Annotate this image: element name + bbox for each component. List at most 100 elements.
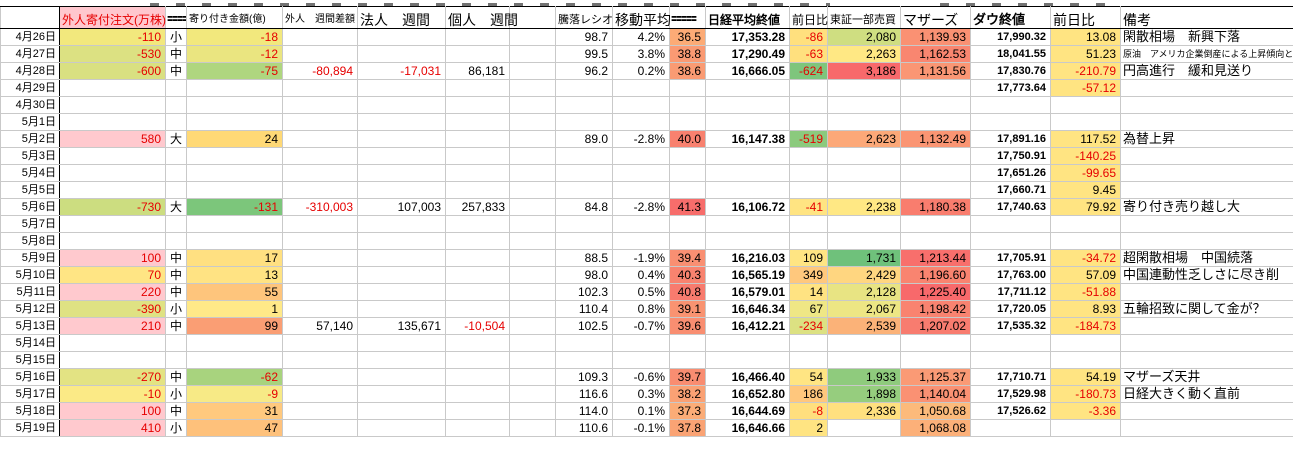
- ma-cell[interactable]: [612, 334, 670, 352]
- iw-cell[interactable]: [445, 283, 510, 301]
- cw-cell[interactable]: [357, 164, 446, 182]
- cw-cell[interactable]: [357, 113, 446, 131]
- rm-cell[interactable]: [1120, 147, 1293, 165]
- dc-cell[interactable]: [1050, 96, 1121, 114]
- sp-cell[interactable]: [509, 96, 556, 114]
- ts-cell[interactable]: 1,933: [827, 368, 901, 386]
- rm-cell[interactable]: 超閑散相場 中国続落: [1120, 249, 1293, 267]
- date-cell[interactable]: 4月27日: [0, 45, 60, 63]
- rs-cell[interactable]: 39.4: [669, 249, 706, 267]
- rs-cell[interactable]: 38.8: [669, 45, 706, 63]
- dw-cell[interactable]: [970, 113, 1051, 131]
- mo-cell[interactable]: 1,196.60: [900, 266, 971, 284]
- nk-cell[interactable]: 16,646.34: [705, 300, 790, 318]
- sp-cell[interactable]: [509, 181, 556, 199]
- dw-cell[interactable]: 17,526.62: [970, 402, 1051, 420]
- sp-cell[interactable]: [509, 300, 556, 318]
- sz-cell[interactable]: 中: [165, 368, 187, 386]
- fw-cell[interactable]: [282, 249, 358, 267]
- dw-cell[interactable]: 17,720.05: [970, 300, 1051, 318]
- ma-cell[interactable]: [612, 181, 670, 199]
- mo-cell[interactable]: 1,180.38: [900, 198, 971, 216]
- fo-cell[interactable]: -530: [59, 45, 166, 63]
- nk-cell[interactable]: 16,106.72: [705, 198, 790, 216]
- ch-cell[interactable]: [789, 147, 828, 165]
- mo-cell[interactable]: [900, 147, 971, 165]
- ra-cell[interactable]: [555, 334, 613, 352]
- dw-cell[interactable]: 17,891.16: [970, 130, 1051, 148]
- ra-cell[interactable]: 84.8: [555, 198, 613, 216]
- rm-cell[interactable]: [1120, 419, 1293, 437]
- dc-cell[interactable]: 79.92: [1050, 198, 1121, 216]
- fw-cell[interactable]: [282, 351, 358, 369]
- rm-cell[interactable]: [1120, 181, 1293, 199]
- sp-cell[interactable]: [509, 368, 556, 386]
- mo-cell[interactable]: [900, 215, 971, 233]
- iw-cell[interactable]: [445, 334, 510, 352]
- fo-cell[interactable]: 210: [59, 317, 166, 335]
- dc-cell[interactable]: -210.79: [1050, 62, 1121, 80]
- sz-cell[interactable]: 中: [165, 45, 187, 63]
- ch-cell[interactable]: [789, 232, 828, 250]
- fw-cell[interactable]: [282, 283, 358, 301]
- ra-cell[interactable]: 88.5: [555, 249, 613, 267]
- rs-cell[interactable]: [669, 334, 706, 352]
- rm-cell[interactable]: [1120, 96, 1293, 114]
- oa-cell[interactable]: [186, 232, 283, 250]
- mo-cell[interactable]: 1,068.08: [900, 419, 971, 437]
- ma-cell[interactable]: 0.1%: [612, 402, 670, 420]
- ch-cell[interactable]: [789, 334, 828, 352]
- header-iw[interactable]: 個人 週間: [445, 6, 518, 29]
- ma-cell[interactable]: 0.3%: [612, 385, 670, 403]
- dw-cell[interactable]: [970, 215, 1051, 233]
- fo-cell[interactable]: -110: [59, 28, 166, 46]
- sp-cell[interactable]: [509, 266, 556, 284]
- oa-cell[interactable]: 31: [186, 402, 283, 420]
- sp-cell[interactable]: [509, 232, 556, 250]
- sz-cell[interactable]: [165, 215, 187, 233]
- ra-cell[interactable]: [555, 351, 613, 369]
- date-cell[interactable]: 5月9日: [0, 249, 60, 267]
- cw-cell[interactable]: [357, 96, 446, 114]
- dc-cell[interactable]: 54.19: [1050, 368, 1121, 386]
- ma-cell[interactable]: 4.2%: [612, 28, 670, 46]
- rs-cell[interactable]: [669, 215, 706, 233]
- rs-cell[interactable]: [669, 96, 706, 114]
- cw-cell[interactable]: [357, 79, 446, 97]
- oa-cell[interactable]: 17: [186, 249, 283, 267]
- oa-cell[interactable]: -18: [186, 28, 283, 46]
- oa-cell[interactable]: -131: [186, 198, 283, 216]
- fw-cell[interactable]: [282, 113, 358, 131]
- oa-cell[interactable]: 1: [186, 300, 283, 318]
- dw-cell[interactable]: 17,705.91: [970, 249, 1051, 267]
- dc-cell[interactable]: 8.93: [1050, 300, 1121, 318]
- ma-cell[interactable]: -0.6%: [612, 368, 670, 386]
- iw-cell[interactable]: [445, 113, 510, 131]
- rs-cell[interactable]: 37.3: [669, 402, 706, 420]
- date-cell[interactable]: 5月10日: [0, 266, 60, 284]
- ch-cell[interactable]: -41: [789, 198, 828, 216]
- dc-cell[interactable]: [1050, 419, 1121, 437]
- dw-cell[interactable]: 17,990.32: [970, 28, 1051, 46]
- cw-cell[interactable]: [357, 402, 446, 420]
- rs-cell[interactable]: 39.6: [669, 317, 706, 335]
- date-cell[interactable]: 5月15日: [0, 351, 60, 369]
- dc-cell[interactable]: -34.72: [1050, 249, 1121, 267]
- header-rs[interactable]: 〓〓〓〓〓: [669, 6, 706, 29]
- date-cell[interactable]: 4月30日: [0, 96, 60, 114]
- rm-cell[interactable]: 原油 アメリカ企業倒産による上昇傾向との話: [1120, 45, 1293, 63]
- oa-cell[interactable]: [186, 215, 283, 233]
- sz-cell[interactable]: [165, 79, 187, 97]
- ma-cell[interactable]: -0.7%: [612, 317, 670, 335]
- ma-cell[interactable]: -2.8%: [612, 130, 670, 148]
- sp-cell[interactable]: [509, 113, 556, 131]
- date-cell[interactable]: 5月13日: [0, 317, 60, 335]
- rs-cell[interactable]: 40.8: [669, 283, 706, 301]
- mo-cell[interactable]: [900, 351, 971, 369]
- dc-cell[interactable]: [1050, 351, 1121, 369]
- ts-cell[interactable]: [827, 181, 901, 199]
- fo-cell[interactable]: [59, 334, 166, 352]
- cw-cell[interactable]: [357, 334, 446, 352]
- rs-cell[interactable]: [669, 164, 706, 182]
- nk-cell[interactable]: [705, 351, 790, 369]
